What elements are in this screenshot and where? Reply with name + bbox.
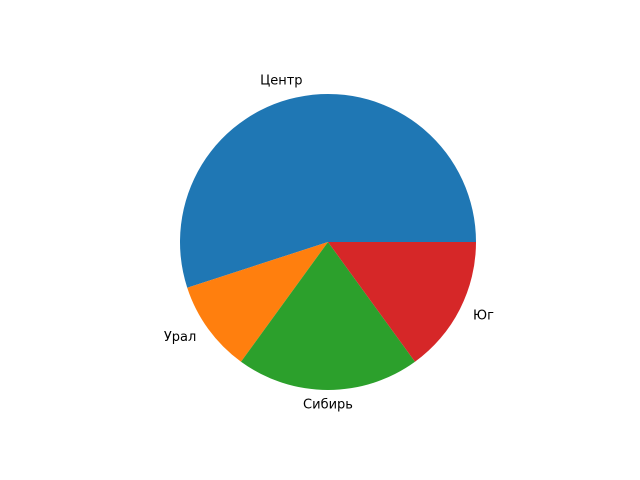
slice-label: Урал <box>164 330 196 345</box>
pie-slice <box>180 94 477 288</box>
pie-slice <box>187 242 328 362</box>
slice-label: Сибирь <box>303 397 353 412</box>
slice-label: Центр <box>260 74 302 89</box>
pie-slice <box>241 242 415 390</box>
slice-label: Юг <box>473 308 494 323</box>
pie-slice <box>328 242 476 362</box>
